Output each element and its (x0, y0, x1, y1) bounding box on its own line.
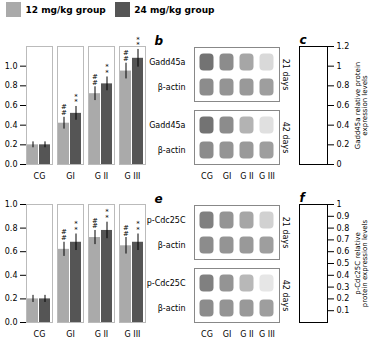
svg-text:GI: GI (223, 330, 232, 339)
svg-text:0.4: 0.4 (337, 121, 350, 130)
svg-text:0.6: 0.6 (5, 247, 18, 256)
svg-text:##: ## (123, 224, 129, 238)
svg-text:**: ** (136, 36, 140, 50)
svg-text:0.0: 0.0 (5, 318, 18, 327)
svg-text:GI: GI (66, 330, 75, 339)
svg-text:β-actin: β-actin (158, 304, 186, 313)
svg-text:**: ** (105, 63, 109, 77)
svg-text:0.8: 0.8 (5, 224, 18, 233)
svg-text:β-actin: β-actin (158, 241, 186, 250)
svg-text:β-actin: β-actin (158, 146, 186, 155)
svg-text:G II: G II (95, 330, 108, 339)
html-text:12 mg/kg group: 12 mg/kg group (25, 4, 106, 15)
svg-text:G III: G III (125, 172, 141, 181)
svg-text:G II: G II (240, 330, 253, 339)
svg-text:##: ## (61, 228, 67, 242)
svg-text:CG: CG (201, 330, 213, 339)
svg-text:p-Cdc25C relativeprotein expre: p-Cdc25C relativeprotein expression leve… (354, 219, 369, 307)
svg-text:0.4: 0.4 (5, 271, 18, 280)
svg-text:G II: G II (240, 172, 253, 181)
svg-text:1.0: 1.0 (5, 200, 18, 209)
svg-text:CG: CG (34, 330, 46, 339)
svg-text:0.8: 0.8 (337, 224, 350, 233)
svg-text:0.8: 0.8 (337, 81, 350, 90)
svg-text:1: 1 (337, 200, 342, 209)
svg-text:21 days: 21 days (281, 59, 290, 91)
svg-text:p-Cdc25C: p-Cdc25C (147, 216, 186, 225)
svg-text:0.6: 0.6 (5, 101, 18, 110)
svg-text:G III: G III (259, 330, 275, 339)
svg-text:##: ## (123, 49, 129, 63)
svg-text:0.0: 0.0 (5, 160, 18, 169)
svg-text:GI: GI (66, 172, 75, 181)
svg-text:c: c (300, 33, 307, 47)
svg-text:CG: CG (201, 172, 213, 181)
svg-text:p-Cdc25C: p-Cdc25C (147, 279, 186, 288)
svg-text:0.4: 0.4 (5, 121, 18, 130)
svg-text:**: ** (136, 220, 140, 234)
svg-text:0.2: 0.2 (337, 294, 350, 303)
svg-text:0.2: 0.2 (337, 140, 350, 149)
svg-text:##: ## (61, 103, 67, 117)
svg-text:0.2: 0.2 (5, 140, 18, 149)
svg-text:0.5: 0.5 (337, 259, 350, 268)
svg-text:1.0: 1.0 (5, 62, 18, 71)
svg-text:b: b (155, 34, 164, 48)
svg-text:0.3: 0.3 (337, 283, 350, 292)
svg-text:G II: G II (95, 172, 108, 181)
svg-text:##: ## (92, 217, 98, 231)
svg-text:CG: CG (34, 172, 46, 181)
svg-text:42 days: 42 days (281, 280, 290, 312)
svg-text:0: 0 (337, 160, 342, 169)
svg-text:e: e (155, 192, 163, 206)
svg-text:G III: G III (125, 330, 141, 339)
svg-text:1.2: 1.2 (337, 42, 350, 51)
svg-text:0.8: 0.8 (5, 81, 18, 90)
svg-text:**: ** (74, 93, 78, 107)
html-text:24 mg/kg group: 24 mg/kg group (134, 4, 215, 15)
svg-text:f: f (300, 191, 307, 205)
svg-text:21 days: 21 days (281, 217, 290, 249)
svg-text:Gadd45a: Gadd45a (149, 121, 185, 130)
svg-text:0.7: 0.7 (337, 235, 350, 244)
svg-text:Gadd45a: Gadd45a (149, 58, 185, 67)
svg-text:0.1: 0.1 (337, 306, 350, 315)
svg-text:**: ** (105, 208, 109, 222)
svg-text:**: ** (74, 220, 78, 234)
svg-text:β-actin: β-actin (158, 83, 186, 92)
svg-text:42 days: 42 days (281, 122, 290, 154)
svg-text:Gadd45a relative proteinexpres: Gadd45a relative proteinexpression level… (354, 62, 369, 150)
svg-text:0.2: 0.2 (5, 294, 18, 303)
svg-text:0.9: 0.9 (337, 212, 350, 221)
svg-text:G III: G III (259, 172, 275, 181)
svg-text:0.6: 0.6 (337, 247, 350, 256)
svg-text:1: 1 (337, 62, 342, 71)
svg-text:0.4: 0.4 (337, 271, 350, 280)
svg-text:0.6: 0.6 (337, 101, 350, 110)
svg-text:GI: GI (223, 172, 232, 181)
svg-text:##: ## (92, 73, 98, 87)
